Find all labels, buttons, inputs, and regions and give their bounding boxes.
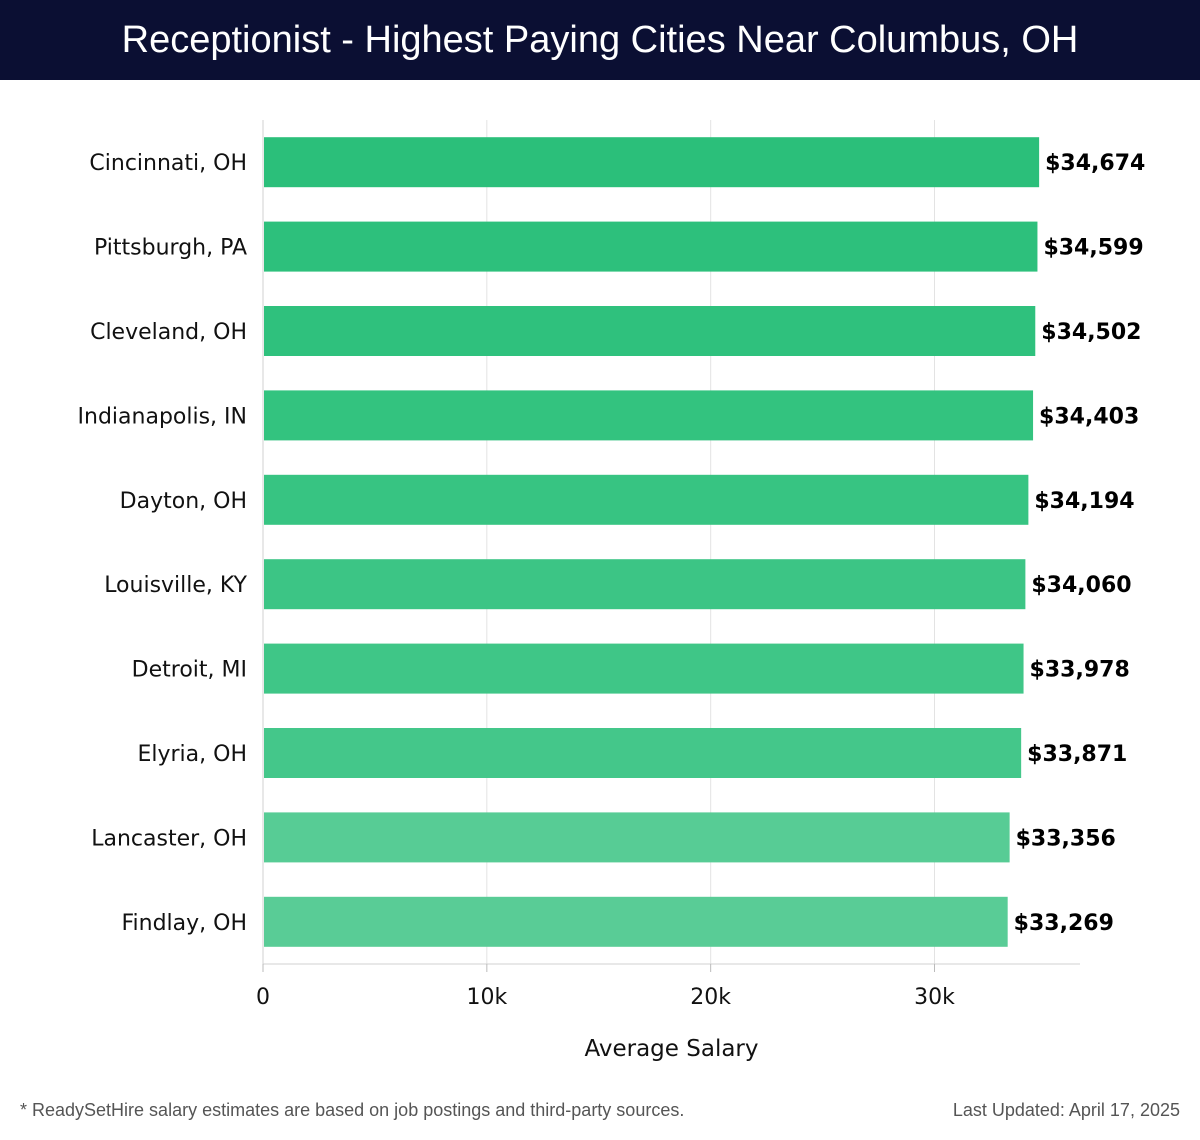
chart-title: Receptionist - Highest Paying Cities Nea… bbox=[121, 18, 1079, 61]
category-label: Indianapolis, IN bbox=[78, 404, 247, 429]
value-label: $34,674 bbox=[1045, 151, 1145, 176]
value-label: $34,060 bbox=[1031, 573, 1131, 598]
bar-findlay-oh bbox=[264, 896, 1008, 947]
value-label: $33,978 bbox=[1030, 658, 1130, 683]
value-label: $34,502 bbox=[1041, 320, 1141, 345]
bar-chart: Cincinnati, OH $34,674 Pittsburgh, PA $34,5… bbox=[78, 120, 1145, 1062]
x-tick-label: 30k bbox=[914, 985, 955, 1010]
category-label: Pittsburgh, PA bbox=[94, 236, 247, 261]
bar-louisville-ky bbox=[264, 559, 1026, 610]
title-bar: Receptionist - Highest Paying Cities Nea… bbox=[0, 0, 1200, 80]
x-tick-label: 0 bbox=[256, 985, 270, 1010]
value-label: $33,871 bbox=[1027, 742, 1127, 767]
category-label: Louisville, KY bbox=[104, 573, 247, 598]
category-label: Lancaster, OH bbox=[91, 826, 247, 851]
bar-detroit-mi bbox=[264, 643, 1024, 694]
bar-cleveland-oh bbox=[264, 306, 1036, 356]
category-label: Findlay, OH bbox=[121, 911, 247, 936]
value-label: $34,403 bbox=[1039, 404, 1139, 429]
x-tick-label: 20k bbox=[690, 985, 731, 1010]
bar-indianapolis-in bbox=[264, 390, 1034, 441]
value-label: $34,194 bbox=[1034, 489, 1134, 514]
bar-lancaster-oh bbox=[264, 812, 1010, 863]
bar-dayton-oh bbox=[264, 474, 1029, 525]
bar-cincinnati-oh bbox=[264, 137, 1040, 188]
value-label: $33,269 bbox=[1014, 911, 1114, 936]
disclaimer-text: * ReadySetHire salary estimates are base… bbox=[20, 1100, 685, 1120]
bar-elyria-oh bbox=[264, 728, 1022, 778]
value-label: $34,599 bbox=[1043, 236, 1143, 261]
category-label: Cleveland, OH bbox=[90, 320, 247, 345]
category-label: Cincinnati, OH bbox=[89, 151, 247, 176]
x-tick-label: 10k bbox=[466, 985, 507, 1010]
x-axis-title: Average Salary bbox=[584, 1036, 758, 1062]
category-label: Detroit, MI bbox=[132, 658, 247, 683]
bar-pittsburgh-pa bbox=[264, 221, 1038, 272]
last-updated-text: Last Updated: April 17, 2025 bbox=[952, 1100, 1180, 1120]
category-label: Dayton, OH bbox=[120, 489, 247, 514]
category-label: Elyria, OH bbox=[137, 742, 247, 767]
value-label: $33,356 bbox=[1016, 826, 1116, 851]
